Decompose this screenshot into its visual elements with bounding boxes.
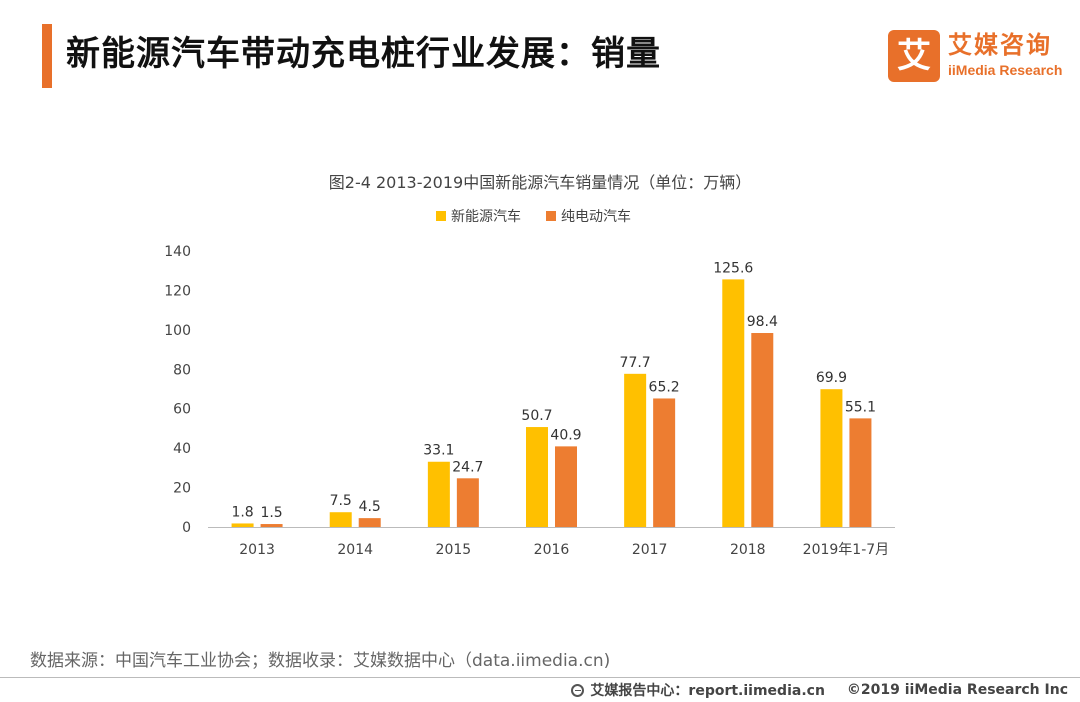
- y-tick-label: 140: [164, 244, 191, 260]
- y-tick-label: 100: [164, 323, 191, 339]
- bar-chart: 图2-4 2013-2019中国新能源汽车销量情况（单位：万辆） 新能源汽车 纯电动…: [164, 173, 895, 558]
- bar-1: [849, 418, 872, 527]
- data-label: 69.9: [816, 370, 847, 386]
- bar-0: [329, 512, 352, 527]
- bar-0: [526, 427, 548, 527]
- bar-0: [231, 523, 254, 527]
- data-label: 7.5: [330, 493, 352, 509]
- x-tick-label: 2018: [730, 542, 766, 558]
- footer-divider: [0, 677, 1080, 678]
- footer-copyright: ©2019 iiMedia Research Inc: [846, 682, 1068, 698]
- bar-1: [653, 398, 676, 527]
- y-tick-label: 20: [173, 481, 191, 497]
- page-title: 新能源汽车带动充电桩行业发展：销量: [66, 34, 661, 74]
- legend-swatch-1: [546, 211, 556, 221]
- chart-title: 图2-4 2013-2019中国新能源汽车销量情况（单位：万辆）: [329, 173, 751, 192]
- data-label: 65.2: [649, 379, 680, 395]
- x-tick-label: 2015: [436, 542, 472, 558]
- globe-icon: [571, 683, 585, 697]
- bar-1: [751, 333, 774, 527]
- bar-1: [260, 524, 283, 527]
- iimedia-logo: 艾 艾媒咨询 iiMedia Research: [888, 30, 1068, 82]
- logo-en-text: iiMedia Research: [948, 62, 1063, 78]
- legend-label-1: 纯电动汽车: [561, 208, 631, 225]
- title-accent-bar: [42, 24, 52, 88]
- logo-mark: 艾: [888, 30, 940, 82]
- x-tick-label: 2016: [534, 542, 570, 558]
- data-label: 55.1: [845, 399, 876, 415]
- bar-1: [456, 478, 479, 527]
- data-label: 50.7: [521, 408, 552, 424]
- data-label: 1.8: [231, 504, 253, 520]
- data-label: 40.9: [550, 427, 581, 443]
- bar-1: [555, 446, 577, 527]
- x-tick-label: 2017: [632, 542, 668, 558]
- y-tick-label: 40: [173, 441, 191, 457]
- bar-0: [624, 373, 647, 527]
- data-label: 1.5: [260, 505, 282, 521]
- data-label: 98.4: [747, 314, 778, 330]
- bar-0: [722, 279, 745, 527]
- bar-0: [427, 461, 450, 527]
- y-tick-label: 120: [164, 283, 191, 299]
- data-label: 125.6: [713, 260, 753, 276]
- data-source-note: 数据来源：中国汽车工业协会；数据收录：艾媒数据中心（data.iimedia.c…: [30, 651, 611, 671]
- bar-0: [820, 389, 843, 527]
- data-label: 33.1: [423, 443, 454, 459]
- legend-swatch-0: [436, 211, 446, 221]
- footer-site: 艾媒报告中心：report.iimedia.cn: [590, 683, 825, 699]
- y-tick-label: 0: [182, 520, 191, 536]
- x-tick-label: 2014: [337, 542, 373, 558]
- legend-label-0: 新能源汽车: [451, 208, 521, 225]
- y-tick-label: 80: [173, 362, 191, 378]
- y-tick-label: 60: [173, 402, 191, 418]
- logo-cn-text: 艾媒咨询: [948, 31, 1052, 59]
- data-label: 77.7: [620, 355, 651, 371]
- data-label: 4.5: [359, 499, 381, 515]
- bar-1: [358, 518, 381, 527]
- x-tick-label: 2019年1-7月: [803, 542, 890, 558]
- footer: 艾媒报告中心：report.iimedia.cn ©2019 iiMedia R…: [571, 680, 1068, 700]
- data-label: 24.7: [452, 459, 483, 475]
- x-tick-label: 2013: [239, 542, 275, 558]
